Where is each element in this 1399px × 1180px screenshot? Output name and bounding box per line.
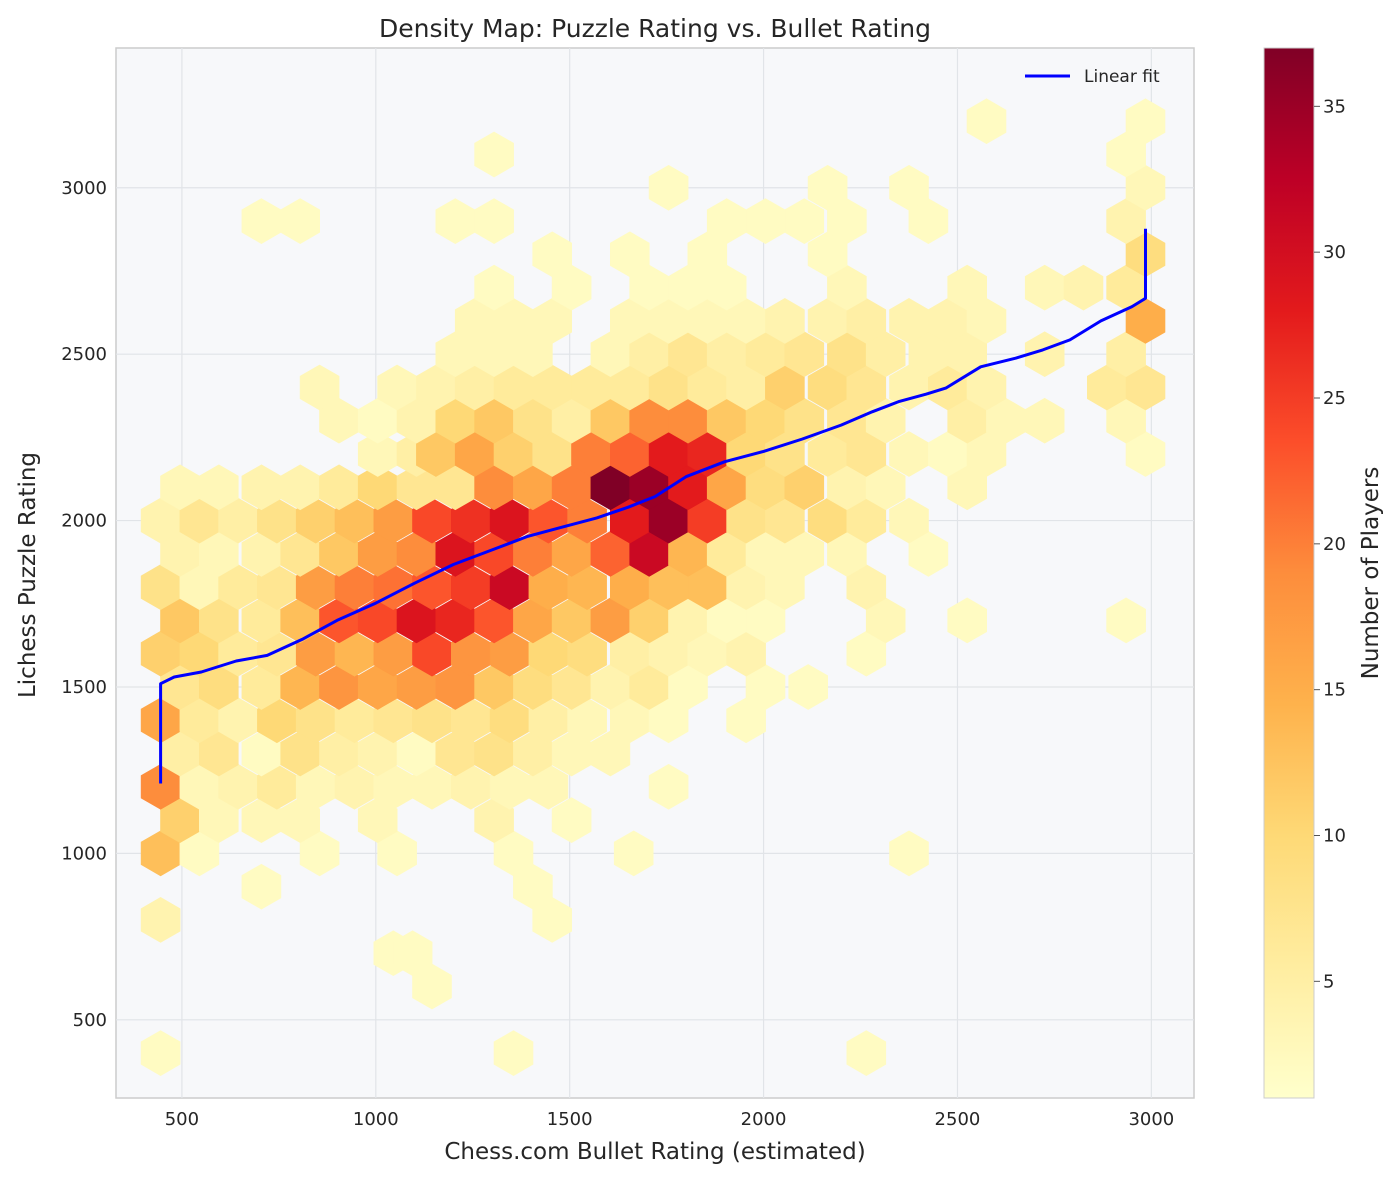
x-tick-label: 500	[165, 1109, 199, 1130]
hex-cell	[889, 497, 929, 544]
hex-cell	[532, 231, 573, 278]
colorbar-ticks: 5 10 15 20 25 30 35	[1314, 96, 1346, 992]
y-tick-label: 3000	[61, 178, 107, 199]
hex-cell	[140, 1030, 181, 1076]
hex-cell	[846, 1030, 887, 1076]
colorbar	[1263, 47, 1315, 1099]
colorbar-tick-label: 35	[1323, 96, 1346, 117]
colorbar-tick-label: 15	[1323, 680, 1346, 701]
y-axis-label: Lichess Puzzle Rating	[15, 452, 41, 698]
hex-cell	[613, 830, 654, 877]
x-tick-label: 3000	[1128, 1109, 1174, 1130]
hex-cell	[551, 797, 592, 843]
hex-cell	[609, 231, 650, 278]
hex-cell	[889, 164, 929, 211]
hex-cell	[765, 298, 805, 344]
hex-cell	[648, 763, 689, 810]
x-tick-label: 1000	[353, 1109, 399, 1130]
colorbar-tick-label: 5	[1323, 971, 1334, 992]
hex-cell	[280, 198, 321, 244]
hex-cell	[947, 597, 988, 644]
hex-cell	[966, 98, 1007, 145]
hex-cell	[299, 364, 340, 411]
x-axis-label: Chess.com Bullet Rating (estimated)	[444, 1139, 865, 1165]
hex-cell	[280, 797, 321, 843]
series-line-linear-fit	[159, 228, 1147, 784]
hex-cell	[1063, 264, 1104, 311]
x-tick-label: 1500	[547, 1109, 593, 1130]
hex-cell	[788, 664, 829, 710]
y-tick-label: 1000	[61, 843, 107, 864]
colorbar-tick-label: 25	[1323, 388, 1346, 409]
hex-cell	[567, 564, 607, 610]
legend: Linear fit	[1025, 67, 1160, 87]
hex-cell	[357, 797, 398, 843]
hex-cell	[474, 198, 514, 244]
colorbar-tick-label: 30	[1323, 242, 1346, 263]
y-axis-ticks: 500 1000 1500 2000 2500 3000	[61, 178, 107, 1031]
hex-cell	[1106, 597, 1146, 644]
hex-cell	[392, 930, 433, 977]
y-tick-label: 500	[73, 1010, 107, 1031]
hex-cell	[648, 164, 689, 211]
hex-cell	[807, 164, 848, 211]
hex-cell	[140, 897, 181, 943]
hex-cell	[474, 797, 514, 843]
y-tick-label: 2500	[61, 344, 107, 365]
hex-cell	[567, 630, 607, 677]
chart-title: Density Map: Puzzle Rating vs. Bullet Ra…	[379, 14, 931, 43]
hex-cell	[241, 863, 282, 910]
x-tick-label: 2000	[741, 1109, 787, 1130]
y-tick-label: 2000	[61, 511, 107, 532]
colorbar-tick-label: 20	[1323, 534, 1346, 555]
hex-cell	[474, 131, 514, 178]
hex-cell	[784, 198, 825, 244]
hex-cell	[493, 1030, 534, 1076]
colorbar-tick-label: 10	[1323, 826, 1346, 847]
hex-cell	[889, 830, 929, 877]
hex-cell	[199, 464, 239, 511]
x-tick-label: 2500	[935, 1109, 981, 1130]
y-tick-label: 1500	[61, 677, 107, 698]
hex-cell	[474, 264, 514, 311]
hex-cell	[528, 763, 569, 810]
hex-cell	[567, 697, 607, 744]
hexbin-cells	[140, 98, 1166, 1076]
hex-cell	[1024, 397, 1065, 444]
colorbar-label: Number of Players	[1358, 467, 1384, 680]
x-axis-ticks: 500 1000 1500 2000 2500 3000	[165, 1109, 1175, 1130]
hex-cell	[1125, 98, 1166, 145]
legend-label-linear-fit: Linear fit	[1084, 67, 1160, 87]
fit-line-layer	[159, 228, 1147, 784]
hex-cell	[947, 264, 988, 311]
